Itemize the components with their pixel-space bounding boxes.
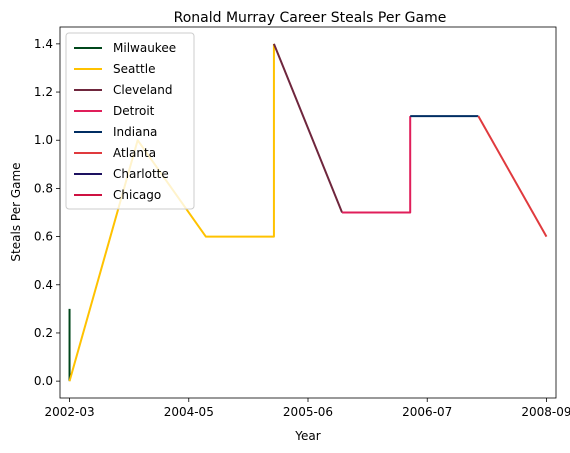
y-tick-label: 0.6 [34, 230, 53, 244]
series-line-atlanta [477, 115, 548, 238]
legend-label-chicago: Chicago [113, 188, 161, 202]
x-axis-label: Year [294, 429, 320, 443]
series-line-cleveland [273, 43, 343, 213]
plot-area [68, 43, 548, 382]
legend-label-atlanta: Atlanta [113, 146, 156, 160]
y-tick-label: 1.0 [34, 133, 53, 147]
y-tick-label: 0.4 [34, 278, 53, 292]
legend-label-seattle: Seattle [113, 62, 155, 76]
y-tick-label: 1.2 [34, 85, 53, 99]
chart-title: Ronald Murray Career Steals Per Game [174, 10, 447, 26]
y-axis-label: Steals Per Game [9, 162, 23, 261]
y-tick-label: 0.2 [34, 326, 53, 340]
legend-label-indiana: Indiana [113, 125, 157, 139]
x-tick-label: 2002-03 [44, 405, 94, 419]
series-line-detroit [342, 116, 412, 214]
x-tick-label: 2004-05 [164, 405, 214, 419]
x-tick-label: 2008-09 [521, 405, 570, 419]
legend-label-cleveland: Cleveland [113, 83, 173, 97]
series-line-seattle [68, 43, 275, 382]
y-tick-label: 0.0 [34, 374, 53, 388]
legend: Milwaukee Seattle Cleveland Detroit Indiana A… [65, 32, 195, 210]
y-tick-label: 1.4 [34, 37, 53, 51]
legend-label-milwaukee: Milwaukee [113, 41, 176, 55]
legend-label-detroit: Detroit [113, 104, 155, 118]
x-tick-label: 2006-07 [402, 405, 452, 419]
x-tick-label: 2005-06 [283, 405, 333, 419]
legend-box [65, 32, 195, 210]
y-tick-label: 0.8 [34, 181, 53, 195]
legend-label-charlotte: Charlotte [113, 167, 169, 181]
